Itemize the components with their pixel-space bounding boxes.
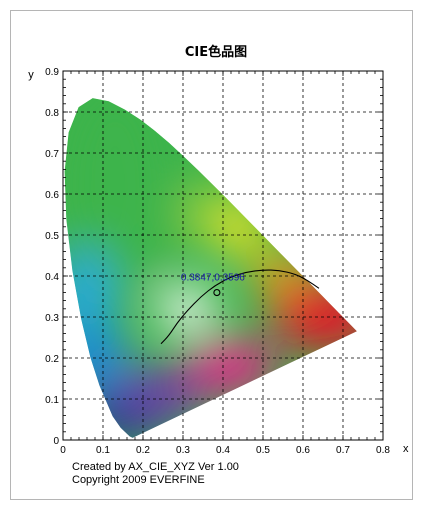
y-tick-label: 0.1 [45,395,59,406]
y-tick-label: 0.9 [45,67,59,78]
gamut-magenta-region [186,338,276,395]
x-tick-label: 0.1 [96,445,110,456]
planckian-locus-line [160,269,320,345]
x-tick-label: 0.4 [216,445,230,456]
y-axis-label: y [28,69,34,81]
gamut-green-region [64,98,175,296]
gamut-violet-region [114,366,204,423]
y-tick-label: 0.2 [45,354,59,365]
x-tick-label: 0.8 [376,445,390,456]
y-tick-label: 0.4 [45,272,59,283]
x-tick-label: 0.2 [136,445,150,456]
x-tick-label: 0.5 [256,445,270,456]
measured-point-marker [213,289,221,297]
y-tick-label: 0.7 [45,149,59,160]
cie-chromaticity-chart: CIE色品图 0 0.1 0.2 0.3 0.4 0.5 0.6 0.7 0.8 0 0.1 0.2… [28,44,409,456]
x-tick-label: 0.7 [336,445,350,456]
credit-line-2: Copyright 2009 EVERFINE [72,474,205,486]
chart-title: CIE色品图 [185,44,247,60]
plot-frame [62,70,384,441]
x-tick-label: 0.3 [176,445,190,456]
x-tick-label: 0 [60,445,66,456]
chart-window: CIE色品图 0 0.1 0.2 0.3 0.4 0.5 0.6 0.7 0.8 0 0.1 0.2… [10,10,413,500]
y-tick-label: 0.3 [45,313,59,324]
credit-line-1: Created by AX_CIE_XYZ Ver 1.00 [72,461,239,473]
measured-point-label: 0.3847,0.3596 [181,273,245,284]
grid-lines [63,71,383,440]
y-tick-labels: 0 0.1 0.2 0.3 0.4 0.5 0.6 0.7 0.8 0.9 [45,67,59,447]
x-tick-labels: 0 0.1 0.2 0.3 0.4 0.5 0.6 0.7 0.8 [60,445,390,456]
y-tick-label: 0.8 [45,108,59,119]
y-tick-label: 0.5 [45,231,59,242]
chromaticity-gamut [64,98,357,438]
y-tick-label: 0 [53,436,59,447]
x-axis-label: x [403,443,409,455]
x-tick-label: 0.6 [296,445,310,456]
y-tick-label: 0.6 [45,190,59,201]
